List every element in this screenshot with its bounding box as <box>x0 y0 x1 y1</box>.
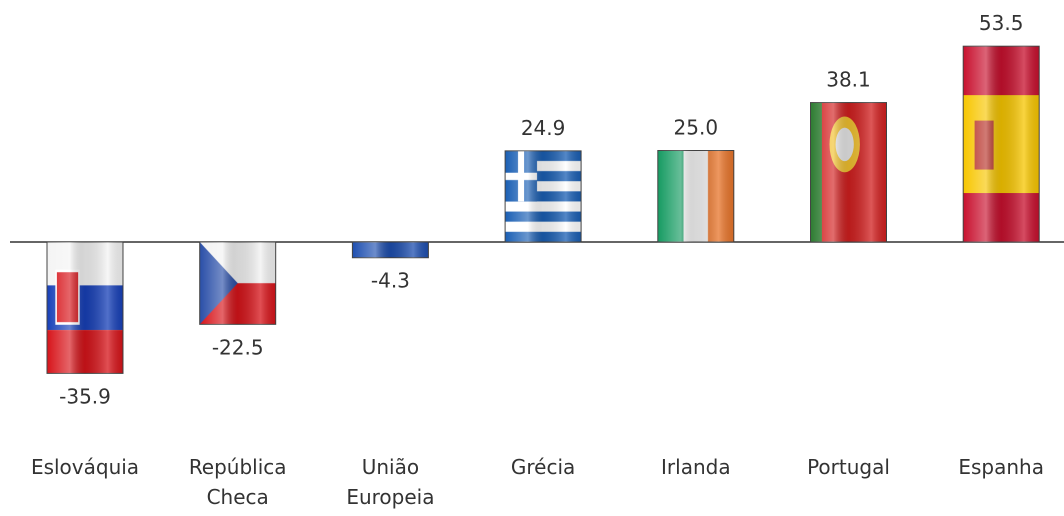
category-label: Portugal <box>807 455 890 479</box>
bar-shine <box>199 242 276 325</box>
value-label: 53.5 <box>979 11 1024 35</box>
bar-shine <box>352 242 429 258</box>
bar-shine <box>657 150 734 242</box>
bar-shine <box>47 242 123 374</box>
value-label: 24.9 <box>521 116 566 140</box>
category-label: Grécia <box>510 455 576 479</box>
category-label: República Checa <box>188 455 287 509</box>
category-label: Eslováquia <box>30 455 140 479</box>
value-label: -35.9 <box>59 384 111 408</box>
category-label: Irlanda <box>661 455 731 479</box>
value-label: -4.3 <box>371 269 410 293</box>
bar-shine <box>505 150 582 242</box>
bar-shine <box>810 102 887 242</box>
category-label: Espanha <box>958 455 1044 479</box>
value-label: -22.5 <box>212 335 264 359</box>
category-label: União Europeia <box>346 455 435 509</box>
bar-shine <box>963 46 1040 242</box>
value-label: 25.0 <box>674 116 719 140</box>
value-label: 38.1 <box>826 68 871 92</box>
